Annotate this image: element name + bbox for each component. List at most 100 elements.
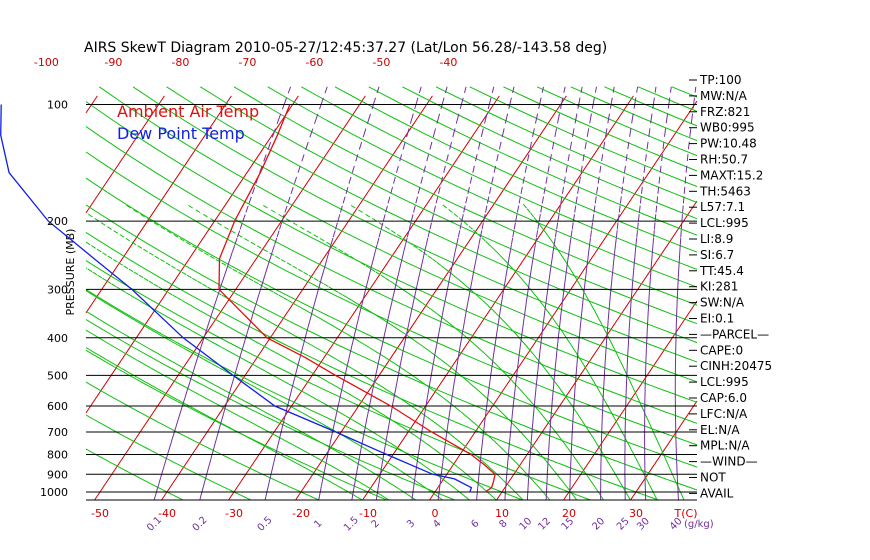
mixing-ratio-tick-label: 0.5 bbox=[256, 515, 275, 534]
dry-adiabat-line bbox=[85, 319, 455, 501]
dry-adiabat-line bbox=[200, 86, 698, 325]
index-label: WB0:995 bbox=[700, 121, 755, 135]
pressure-tick-label: 400 bbox=[47, 332, 68, 345]
mixing-ratio-tick-label: 12 bbox=[536, 516, 553, 533]
dry-adiabat-line bbox=[85, 381, 320, 501]
mixing-ratio-line bbox=[318, 86, 422, 501]
bottom-temp-tick-label: -40 bbox=[158, 507, 176, 520]
index-label: EL:N/A bbox=[700, 423, 740, 437]
top-temp-tick-label: -70 bbox=[238, 56, 256, 69]
dry-adiabat-line bbox=[166, 86, 698, 344]
bottom-temp-tick-label: 20 bbox=[562, 507, 576, 520]
index-label: MPL:N/A bbox=[700, 439, 750, 453]
index-label: LFC:N/A bbox=[700, 407, 748, 421]
bottom-temp-tick-label: -20 bbox=[292, 507, 310, 520]
dry-adiabat-line bbox=[85, 101, 698, 403]
mixing-ratio-lines bbox=[153, 86, 697, 501]
mixing-ratio-tick-label: 1 bbox=[312, 518, 324, 530]
dry-adiabat-line bbox=[334, 86, 698, 253]
index-label: —PARCEL— bbox=[700, 327, 769, 341]
mixing-ratio-line bbox=[545, 86, 597, 500]
dry-adiabat-line bbox=[301, 86, 698, 270]
mixing-ratio-unit-label: (g/kg) bbox=[684, 519, 714, 530]
index-label: MW:N/A bbox=[700, 89, 748, 103]
legend-entry: Ambient Air Temp bbox=[117, 102, 259, 121]
index-label: SW:N/A bbox=[700, 296, 745, 310]
bottom-temp-tick-label: -30 bbox=[225, 507, 243, 520]
bottom-temp-tick-label: 30 bbox=[629, 507, 643, 520]
index-label: MAXT:15.2 bbox=[700, 168, 763, 182]
ambient-temp-line bbox=[218, 104, 496, 493]
mixing-ratio-line bbox=[411, 86, 495, 501]
mixing-ratio-tick-label: 3 bbox=[405, 518, 417, 530]
mixing-ratio-tick-label: 20 bbox=[590, 516, 607, 533]
index-label: CAP:6.0 bbox=[700, 391, 747, 405]
index-label: EI:0.1 bbox=[700, 312, 734, 326]
isotherm-line bbox=[630, 400, 698, 501]
top-temp-tick-label: -90 bbox=[104, 56, 122, 69]
index-label: SI:6.7 bbox=[700, 248, 734, 262]
dry-adiabat-line bbox=[536, 86, 698, 157]
index-label: PW:10.48 bbox=[700, 137, 757, 151]
mixing-ratio-tick-label: 0.2 bbox=[191, 515, 210, 534]
legend: Ambient Air Temp Dew Point Temp bbox=[117, 102, 259, 143]
moist-adiabat-line bbox=[85, 212, 524, 501]
bottom-temp-tick-label: -10 bbox=[359, 507, 377, 520]
dry-adiabat-line bbox=[570, 86, 698, 142]
isobar-lines bbox=[86, 104, 697, 501]
axis-tick-labels: 1002003004005006007008009001000-120-110-… bbox=[34, 56, 714, 534]
dry-adiabat-line bbox=[132, 86, 698, 363]
moist-adiabat-line bbox=[522, 203, 685, 501]
y-axis-label: PRESSURE (MB) bbox=[64, 229, 77, 316]
moist-adiabat-lines bbox=[85, 202, 685, 501]
mixing-ratio-line bbox=[644, 86, 672, 501]
top-temp-tick-label: -40 bbox=[439, 56, 457, 69]
mixing-ratio-line bbox=[264, 86, 380, 501]
legend-entry: Dew Point Temp bbox=[117, 124, 245, 143]
mixing-ratio-tick-label: 10 bbox=[518, 516, 535, 533]
dry-adiabat-line bbox=[85, 349, 387, 501]
isotherm-line bbox=[429, 100, 698, 501]
mixing-ratio-line bbox=[674, 86, 697, 501]
isotherm-line bbox=[94, 95, 366, 501]
dewpoint-temp-line bbox=[0, 104, 473, 493]
dry-adiabat-line bbox=[503, 86, 698, 172]
mixing-ratio-tick-label: 4 bbox=[431, 518, 443, 530]
dry-adiabat-line bbox=[85, 126, 698, 424]
dry-adiabat-line bbox=[469, 86, 698, 187]
pressure-tick-label: 500 bbox=[47, 369, 68, 382]
mixing-ratio-tick-label: 2 bbox=[370, 518, 382, 530]
bottom-temp-tick-label: 10 bbox=[495, 507, 509, 520]
isotherm-line bbox=[496, 200, 698, 501]
sounding-series bbox=[0, 104, 496, 493]
mixing-ratio-line bbox=[526, 86, 583, 501]
mixing-ratio-line bbox=[153, 86, 292, 501]
index-label: TP:100 bbox=[699, 73, 742, 87]
mixing-ratio-line bbox=[504, 86, 566, 501]
bottom-temp-unit-label: T(C) bbox=[674, 507, 698, 520]
bottom-temp-tick-label: 0 bbox=[432, 507, 439, 520]
isotherm-line bbox=[85, 95, 232, 314]
dry-adiabat-line bbox=[85, 289, 523, 501]
pressure-tick-label: 700 bbox=[47, 426, 68, 439]
stability-indices: TP:100 MW:N/A FRZ:821 WB0:995 PW:10.48 RH:50.… bbox=[689, 73, 772, 500]
isotherm-line bbox=[161, 95, 433, 501]
mixing-ratio-line bbox=[569, 86, 615, 501]
dry-adiabat-line bbox=[637, 86, 698, 112]
index-label: LCL:995 bbox=[700, 216, 749, 230]
index-label: TT:45.4 bbox=[699, 264, 744, 278]
index-label: LCL:995 bbox=[700, 375, 749, 389]
dry-adiabat-line bbox=[368, 86, 698, 236]
index-label: CAPE:0 bbox=[700, 343, 743, 357]
index-label: FRZ:821 bbox=[700, 105, 750, 119]
chart-title: AIRS SkewT Diagram 2010-05-27/12:45:37.2… bbox=[84, 40, 607, 56]
index-label: —WIND— bbox=[700, 455, 758, 469]
top-temp-tick-label: -100 bbox=[34, 56, 59, 69]
moist-adiabat-line bbox=[85, 241, 497, 501]
pressure-tick-label: 100 bbox=[47, 99, 68, 112]
index-label: L57:7.1 bbox=[700, 200, 745, 214]
mixing-ratio-tick-label: 6 bbox=[469, 518, 481, 530]
index-label: LI:8.9 bbox=[700, 232, 733, 246]
dry-adiabat-line bbox=[604, 86, 698, 127]
